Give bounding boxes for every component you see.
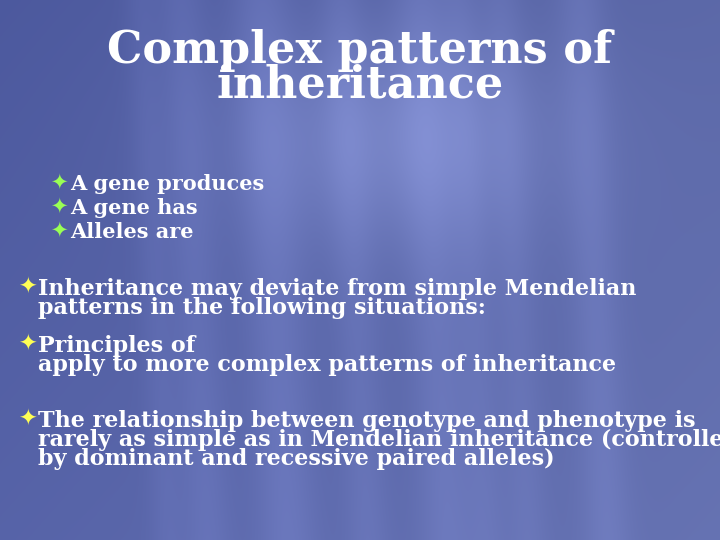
Text: ✦: ✦ [18, 278, 37, 298]
Text: by dominant and recessive paired alleles): by dominant and recessive paired alleles… [38, 448, 554, 470]
Text: ✦: ✦ [18, 335, 37, 355]
Text: inheritance: inheritance [217, 64, 503, 106]
Text: Principles of: Principles of [38, 335, 195, 357]
Text: Alleles are: Alleles are [70, 222, 194, 242]
Text: apply to more complex patterns of inheritance: apply to more complex patterns of inheri… [38, 354, 616, 376]
Text: ✦: ✦ [50, 222, 68, 242]
Text: ✦: ✦ [18, 410, 37, 430]
Text: A gene produces: A gene produces [70, 174, 264, 194]
Text: ✦: ✦ [50, 174, 68, 194]
Text: A gene has: A gene has [70, 198, 197, 218]
Text: Inheritance may deviate from simple Mendelian: Inheritance may deviate from simple Mend… [38, 278, 636, 300]
Text: ✦: ✦ [50, 198, 68, 218]
Text: The relationship between genotype and phenotype is: The relationship between genotype and ph… [38, 410, 696, 432]
Text: rarely as simple as in Mendelian inheritance (controlled: rarely as simple as in Mendelian inherit… [38, 429, 720, 451]
Text: Complex patterns of: Complex patterns of [107, 29, 613, 71]
Text: patterns in the following situations:: patterns in the following situations: [38, 297, 486, 319]
